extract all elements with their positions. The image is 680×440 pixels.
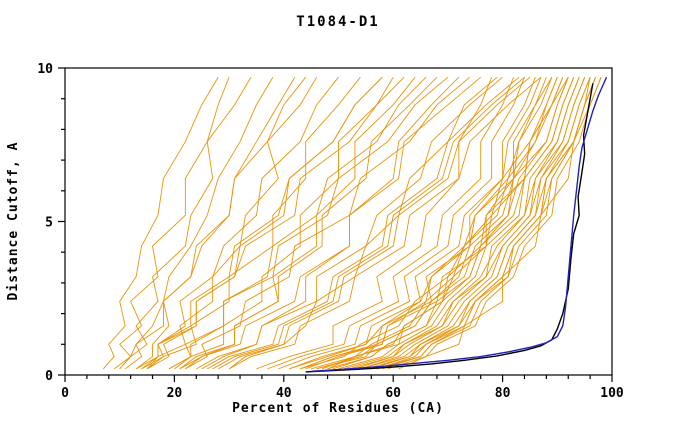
model-curve (228, 76, 542, 370)
model-curve (146, 76, 318, 370)
model-curve (398, 77, 602, 370)
y-axis-label: Distance Cutoff, A (6, 142, 21, 301)
model-curve (179, 76, 482, 370)
plot-frame (64, 67, 613, 376)
model-curves (102, 76, 602, 370)
model-curve (267, 77, 514, 370)
model-curve (343, 77, 580, 370)
x-axis-label: Percent of Residues (CA) (232, 401, 444, 416)
model-curve (311, 77, 558, 370)
model-curve (102, 76, 219, 370)
x-tick-label: 20 (167, 386, 183, 401)
model-curve (300, 76, 569, 370)
chart-title: T1084-D1 (296, 14, 379, 30)
model-curve (289, 76, 553, 370)
model-curve (196, 76, 503, 370)
model-curve (135, 76, 383, 370)
highlight-curves (305, 76, 608, 373)
model-curve (146, 76, 361, 370)
model-curve (113, 77, 230, 370)
model-curve (217, 76, 531, 370)
model-curve (119, 76, 274, 370)
y-tick-label: 0 (45, 369, 53, 384)
y-tick-label: 5 (45, 216, 53, 231)
model-curve (206, 76, 520, 370)
model-curve (141, 76, 405, 370)
model-curve (300, 77, 558, 370)
model-curve (360, 77, 591, 370)
x-tick-label: 40 (276, 386, 292, 401)
model-curve (212, 76, 525, 370)
axis-ticks (58, 67, 613, 382)
model-curve (185, 76, 471, 370)
x-tick-label: 0 (61, 386, 69, 401)
model-curve (327, 77, 575, 370)
highlight-curve (311, 76, 608, 373)
model-curve (119, 76, 252, 370)
y-tick-label: 10 (37, 62, 53, 77)
axis-tick-labels: 0 20 40 60 80 100 0 5 10 (37, 62, 624, 401)
model-curve (256, 77, 493, 370)
model-curve (168, 76, 427, 370)
model-curve (354, 77, 586, 370)
model-curve (228, 76, 498, 370)
model-curve (376, 77, 597, 370)
model-curve (289, 77, 536, 370)
x-tick-label: 60 (385, 386, 401, 401)
model-curve (174, 76, 394, 370)
model-curve (135, 76, 296, 370)
x-tick-label: 80 (495, 386, 511, 401)
model-curve (179, 76, 438, 370)
model-curve (300, 77, 547, 370)
x-tick-label: 100 (600, 386, 624, 401)
model-curve (124, 76, 307, 370)
model-curve (168, 76, 449, 370)
model-curve (278, 77, 525, 370)
model-curve (332, 77, 569, 370)
